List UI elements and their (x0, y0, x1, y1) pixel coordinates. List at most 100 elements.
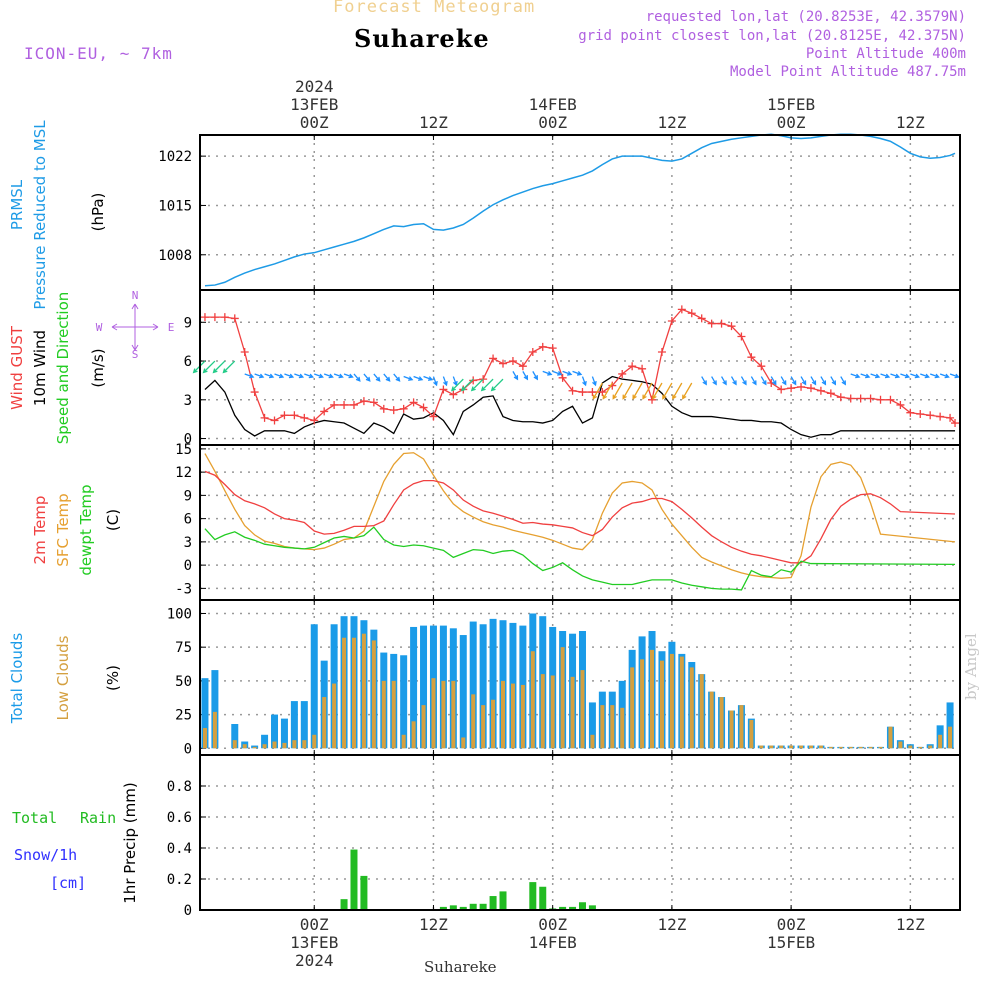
wind-10m-label: 10m Wind (31, 330, 49, 406)
low-cloud-bar (212, 711, 217, 749)
total-cloud-bar (459, 635, 467, 749)
low-cloud-bar (590, 734, 595, 749)
low-cloud-bar (928, 745, 933, 749)
low-cloud-bar (361, 633, 366, 749)
low-cloud-bar (510, 683, 515, 749)
compass-north: N (132, 289, 139, 302)
location-title: Suhareke (354, 24, 490, 53)
y-tick-label-precip: 0.2 (167, 872, 192, 888)
low-cloud-bar (570, 676, 575, 749)
top-date-label: 13FEB (290, 95, 338, 114)
temp-sfc-line (204, 452, 956, 579)
wind-direction-arrow (622, 382, 633, 400)
y-tick-label-cloud: 100 (167, 606, 192, 622)
wind-direction-arrow (830, 376, 837, 386)
wind-direction-arrow (929, 373, 940, 379)
wind-direction-arrow (460, 378, 474, 392)
wind-direction-arrow (274, 373, 285, 379)
pressure-unit-label: (hPa) (89, 193, 107, 232)
low-cloud-bar (242, 744, 247, 749)
y-tick-label-precip: 0.6 (167, 810, 192, 826)
wind-direction-arrow (343, 373, 354, 379)
total-cloud-bar (479, 624, 487, 749)
low-cloud-bar (461, 737, 466, 749)
wind-gust-marker (290, 411, 299, 420)
wind-gust-marker (677, 305, 686, 314)
low-cloud-bar (888, 726, 893, 749)
y-tick-label-temp: -3 (175, 581, 192, 597)
y-tick-label-cloud: 0 (184, 741, 192, 757)
wind-gust-marker (508, 357, 517, 366)
wind-gust-marker (638, 364, 647, 373)
wind-direction-arrow (202, 360, 216, 374)
low-cloud-bar (749, 719, 754, 749)
top-date-label: 2024 (295, 77, 334, 96)
wind-gust-marker (499, 359, 508, 368)
low-cloud-bar (540, 674, 545, 749)
wind-direction-arrow (592, 382, 603, 400)
low-cloud-bar (302, 740, 307, 749)
wind-direction-arrow (612, 382, 623, 400)
wind-direction-arrow (304, 373, 315, 379)
wind-direction-arrow (701, 376, 707, 386)
wind-direction-arrow (642, 382, 653, 400)
low-cloud-bar (312, 734, 317, 749)
top-time-tick-label: 12Z (657, 113, 686, 132)
precip-rain-label: Rain (80, 809, 116, 827)
wind-direction-arrow (254, 373, 265, 379)
low-cloud-bar (630, 667, 635, 749)
requested-coords: requested lon,lat (20.8253E, 42.3579N) (645, 9, 966, 25)
precip-bar (439, 906, 447, 910)
wind-direction-arrow (353, 373, 361, 382)
low-cloud-bar (610, 705, 615, 749)
low-cloud-bar (560, 647, 565, 749)
wind-gust-marker (310, 416, 319, 425)
precip-snow-label: Snow/1h (14, 846, 77, 864)
low-cloud-bar (729, 710, 734, 749)
low-cloud-bar (808, 745, 813, 749)
wind-direction-arrow (403, 375, 414, 381)
y-tick-label-precip: 0 (184, 903, 192, 919)
bottom-time-tick-label: 12Z (419, 915, 448, 934)
temp-dewpoint-label: dewpt Temp (77, 484, 95, 575)
total-cloud-bar (588, 702, 596, 749)
wind-direction-arrow (900, 373, 911, 379)
wind-gust-marker (797, 382, 806, 391)
precip-bar (459, 906, 467, 910)
wind-gust-marker (489, 354, 498, 363)
wind-direction-arrow (820, 376, 827, 386)
bottom-date-label: 15FEB (767, 933, 815, 952)
point-altitude: Point Altitude 400m (805, 46, 966, 62)
low-cloud-bar (650, 649, 655, 749)
precip-total-label: Total (12, 809, 57, 827)
precip-bar (479, 903, 487, 910)
total-cloud-bar (280, 718, 288, 749)
low-cloud-bar (838, 746, 843, 749)
wind-direction-arrow (212, 360, 226, 374)
wind-gust-marker (200, 313, 209, 322)
wind-gust-marker (951, 419, 960, 428)
low-cloud-bar (441, 680, 446, 749)
total-cloud-bar (410, 626, 418, 749)
wind-direction-arrow (870, 373, 881, 379)
wind-direction-arrow (294, 373, 305, 379)
wind-direction-arrow (452, 376, 458, 387)
bottom-date-label: 14FEB (529, 933, 577, 952)
wind-direction-label: Speed and Direction (54, 292, 72, 445)
low-cloud-bar (292, 740, 297, 749)
wind-gust-marker (349, 400, 358, 409)
grid-coords: grid point closest lon,lat (20.8125E, 42… (578, 28, 966, 44)
total-cloud-bar (271, 714, 279, 749)
low-cloud-bar (232, 740, 237, 749)
low-cloud-bar (828, 746, 833, 749)
low-cloud-bar (501, 680, 506, 749)
wind-direction-arrow (750, 376, 757, 386)
wind-direction-arrow (450, 378, 464, 392)
low-cloud-bar (789, 745, 794, 749)
pressure-label-prmsl: PRMSL (8, 179, 26, 230)
y-tick-label-wind: 6 (184, 354, 192, 370)
wind-gust-marker (320, 407, 329, 416)
total-cloud-bar (201, 678, 209, 749)
wind-direction-arrow (512, 371, 519, 381)
wind-gust-marker (906, 408, 915, 417)
